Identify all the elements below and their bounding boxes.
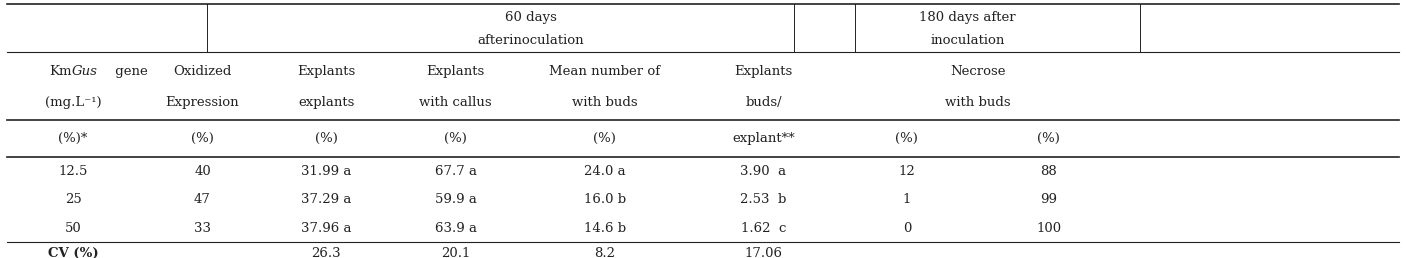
Text: (%)*: (%)* bbox=[59, 132, 87, 145]
Text: (%): (%) bbox=[191, 132, 214, 145]
Text: (%): (%) bbox=[444, 132, 467, 145]
Text: Oxidized: Oxidized bbox=[173, 65, 232, 78]
Text: Explants: Explants bbox=[734, 65, 793, 78]
Text: 2.53  b: 2.53 b bbox=[741, 193, 786, 206]
Text: 25: 25 bbox=[65, 193, 82, 206]
Text: 60 days: 60 days bbox=[505, 11, 557, 24]
Text: explant**: explant** bbox=[733, 132, 794, 145]
Text: Explants: Explants bbox=[426, 65, 485, 78]
Text: 88: 88 bbox=[1040, 165, 1057, 178]
Text: 1: 1 bbox=[903, 193, 911, 206]
Text: 3.90  a: 3.90 a bbox=[741, 165, 786, 178]
Text: 1.62  c: 1.62 c bbox=[741, 222, 786, 235]
Text: Km: Km bbox=[49, 65, 72, 78]
Text: 0: 0 bbox=[903, 222, 911, 235]
Text: (mg.L⁻¹): (mg.L⁻¹) bbox=[45, 96, 101, 109]
Text: 37.29 a: 37.29 a bbox=[301, 193, 352, 206]
Text: 50: 50 bbox=[65, 222, 82, 235]
Text: 63.9 a: 63.9 a bbox=[434, 222, 477, 235]
Text: 24.0 a: 24.0 a bbox=[583, 165, 626, 178]
Text: 12: 12 bbox=[898, 165, 915, 178]
Text: with callus: with callus bbox=[419, 96, 492, 109]
Text: 99: 99 bbox=[1040, 193, 1057, 206]
Text: (%): (%) bbox=[315, 132, 337, 145]
Text: with buds: with buds bbox=[572, 96, 637, 109]
Text: 31.99 a: 31.99 a bbox=[301, 165, 352, 178]
Text: gene: gene bbox=[111, 65, 148, 78]
Text: 180 days after: 180 days after bbox=[920, 11, 1015, 24]
Text: Necrose: Necrose bbox=[950, 65, 1005, 78]
Text: 37.96 a: 37.96 a bbox=[301, 222, 352, 235]
Text: CV (%): CV (%) bbox=[48, 247, 98, 258]
Text: Expression: Expression bbox=[166, 96, 239, 109]
Text: 12.5: 12.5 bbox=[59, 165, 87, 178]
Text: 67.7 a: 67.7 a bbox=[434, 165, 477, 178]
Text: 17.06: 17.06 bbox=[744, 247, 783, 258]
Text: 40: 40 bbox=[194, 165, 211, 178]
Text: 20.1: 20.1 bbox=[441, 247, 470, 258]
Text: 47: 47 bbox=[194, 193, 211, 206]
Text: afterinoculation: afterinoculation bbox=[478, 34, 583, 47]
Text: 16.0 b: 16.0 b bbox=[583, 193, 626, 206]
Text: (%): (%) bbox=[593, 132, 616, 145]
Text: (%): (%) bbox=[896, 132, 918, 145]
Text: 33: 33 bbox=[194, 222, 211, 235]
Text: Gus: Gus bbox=[72, 65, 97, 78]
Text: 8.2: 8.2 bbox=[595, 247, 614, 258]
Text: 14.6 b: 14.6 b bbox=[583, 222, 626, 235]
Text: 100: 100 bbox=[1036, 222, 1062, 235]
Text: inoculation: inoculation bbox=[931, 34, 1004, 47]
Text: buds/: buds/ bbox=[745, 96, 782, 109]
Text: (%): (%) bbox=[1038, 132, 1060, 145]
Text: explants: explants bbox=[298, 96, 354, 109]
Text: 26.3: 26.3 bbox=[311, 247, 342, 258]
Text: Explants: Explants bbox=[297, 65, 356, 78]
Text: 59.9 a: 59.9 a bbox=[434, 193, 477, 206]
Text: Mean number of: Mean number of bbox=[548, 65, 661, 78]
Text: with buds: with buds bbox=[945, 96, 1011, 109]
